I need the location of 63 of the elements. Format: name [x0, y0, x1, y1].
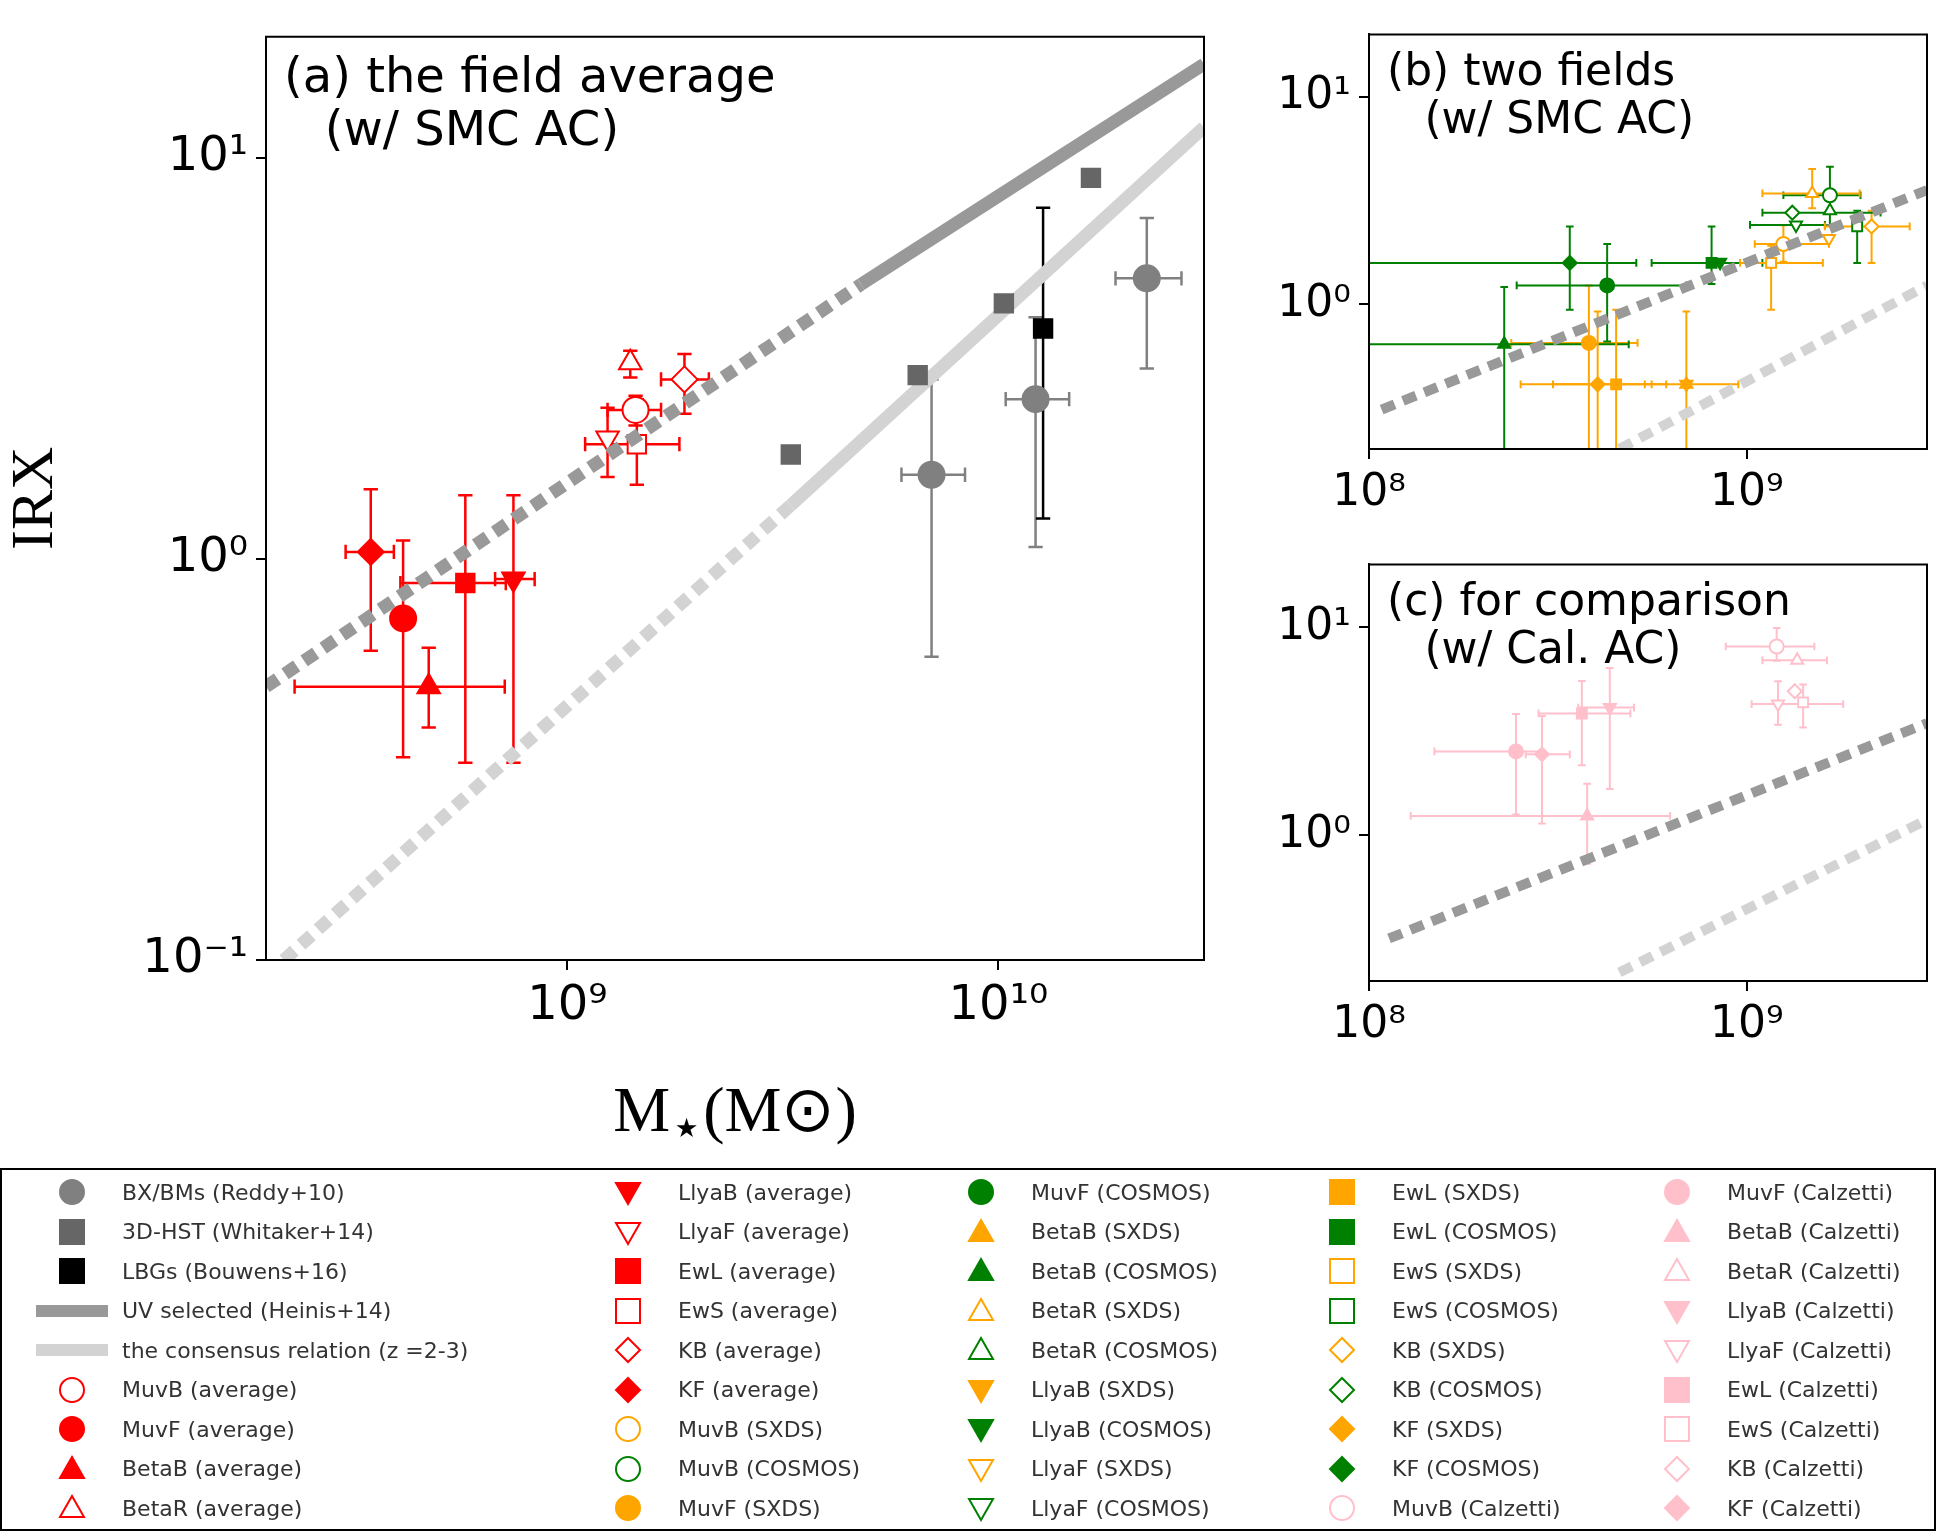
legend-label: MuvF (average): [122, 1416, 295, 1442]
legend-label: KF (Calzetti): [1727, 1495, 1862, 1521]
chart-title: (c) for comparison: [1387, 574, 1791, 625]
legend-label: BetaB (average): [122, 1456, 303, 1481]
x-tick-label: 10⁸: [1332, 463, 1406, 515]
legend-label: LlyaB (Calzetti): [1727, 1298, 1895, 1323]
legend-label: LlyaB (COSMOS): [1031, 1416, 1213, 1442]
y-axis-title: IRX: [0, 446, 65, 551]
legend-label: KF (SXDS): [1392, 1416, 1504, 1442]
legend-label: LlyaF (SXDS): [1031, 1456, 1173, 1481]
y-tick-label: 10¹: [167, 125, 248, 182]
legend-label: MuvB (SXDS): [678, 1416, 824, 1442]
legend-label: BetaR (Calzetti): [1727, 1258, 1901, 1284]
x-tick-label: 10⁸: [1332, 995, 1406, 1047]
legend-label: KF (COSMOS): [1392, 1456, 1541, 1481]
legend-label: BX/BMs (Reddy+10): [122, 1179, 345, 1205]
legend-label: KF (average): [678, 1377, 820, 1402]
legend-label: LlyaF (average): [678, 1219, 850, 1244]
x-tick-label: 10⁹: [1709, 463, 1784, 515]
legend-label: MuvB (Calzetti): [1392, 1495, 1561, 1521]
legend-label: EwS (Calzetti): [1727, 1416, 1881, 1442]
legend-label: KB (Calzetti): [1727, 1456, 1865, 1481]
legend-label: 3D-HST (Whitaker+14): [122, 1219, 374, 1244]
legend-label: the consensus relation (z =2-3): [122, 1337, 469, 1363]
y-tick-label: 10⁰: [167, 526, 248, 583]
legend-label: KB (average): [678, 1337, 822, 1363]
legend-label: UV selected (Heinis+14): [122, 1298, 392, 1323]
legend-label: MuvF (SXDS): [678, 1495, 821, 1521]
legend-label: LlyaB (average): [678, 1179, 853, 1205]
x-tick-label: 10¹⁰: [948, 974, 1049, 1031]
y-tick-label: 10⁻¹: [142, 927, 248, 984]
legend-label: MuvF (Calzetti): [1727, 1179, 1894, 1205]
x-tick-label: 10⁹: [527, 974, 608, 1031]
legend-label: MuvB (average): [122, 1377, 298, 1402]
legend-label: EwS (COSMOS): [1392, 1298, 1559, 1323]
legend-label: BetaR (average): [122, 1495, 303, 1521]
chart-title: (b) two fields: [1387, 44, 1676, 95]
text: (w/ SMC AC): [1424, 92, 1695, 144]
legend-label: LlyaF (COSMOS): [1031, 1495, 1210, 1521]
legend-label: EwL (average): [678, 1258, 837, 1284]
legend-label: KB (SXDS): [1392, 1337, 1506, 1363]
legend-label: BetaB (COSMOS): [1031, 1258, 1218, 1284]
legend-label: BetaR (SXDS): [1031, 1298, 1182, 1323]
legend-label: EwL (COSMOS): [1392, 1219, 1558, 1244]
legend-label: EwS (average): [678, 1298, 839, 1323]
y-tick-label: 10¹: [1277, 67, 1351, 119]
legend-label: MuvB (COSMOS): [678, 1456, 861, 1481]
legend-label: BetaR (COSMOS): [1031, 1337, 1219, 1363]
legend-label: LlyaB (SXDS): [1031, 1377, 1176, 1402]
legend-label: BetaB (Calzetti): [1727, 1219, 1901, 1244]
legend-label: BetaB (SXDS): [1031, 1219, 1181, 1244]
legend-label: EwL (Calzetti): [1727, 1377, 1879, 1402]
legend-label: EwL (SXDS): [1392, 1179, 1521, 1205]
x-axis-title: M$_{⋆}$(M⊙): [612, 1073, 858, 1158]
x-tick-label: 10⁹: [1709, 995, 1784, 1047]
y-tick-label: 10⁰: [1277, 805, 1351, 857]
legend-label: LBGs (Bouwens+16): [122, 1258, 348, 1284]
legend-label: LlyaF (Calzetti): [1727, 1337, 1893, 1363]
legend-label: EwS (SXDS): [1392, 1258, 1522, 1284]
y-tick-label: 10⁰: [1277, 274, 1351, 326]
legend-label: MuvF (COSMOS): [1031, 1179, 1211, 1205]
y-tick-label: 10¹: [1277, 597, 1351, 649]
legend-label: KB (COSMOS): [1392, 1377, 1543, 1402]
